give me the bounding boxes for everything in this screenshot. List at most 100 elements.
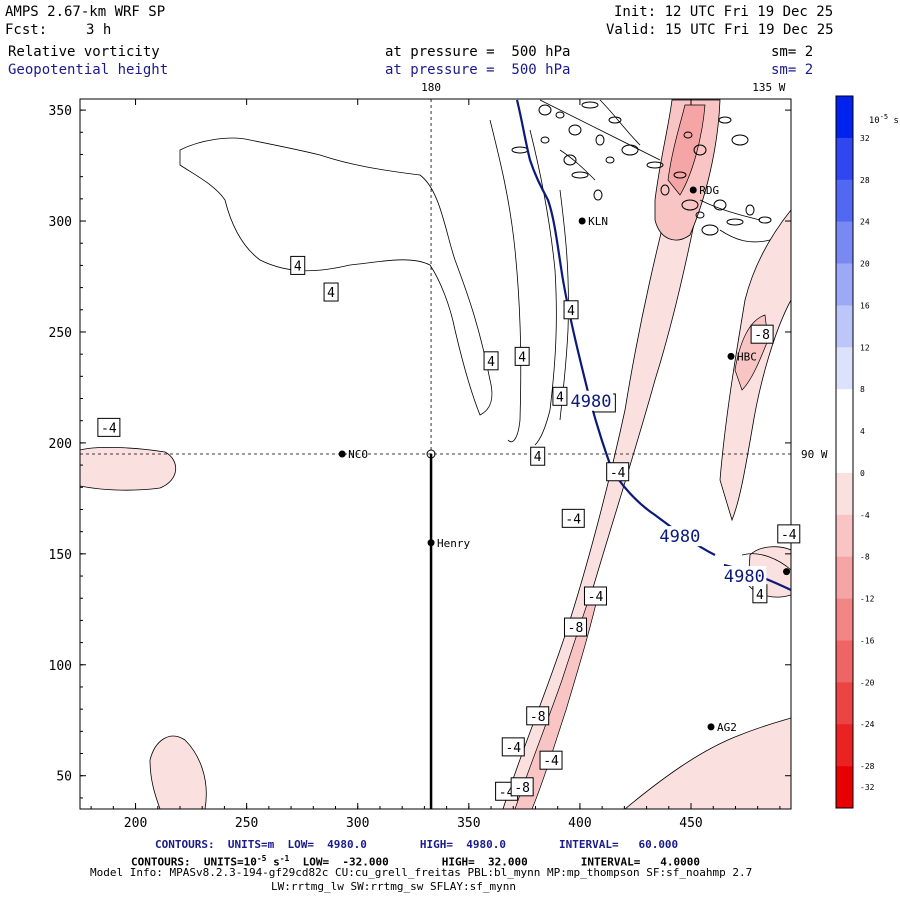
axes: 200 250 300 350 400 450 50 100 150 200 250 300 350 18…	[49, 81, 828, 831]
station-label: RDG	[699, 184, 719, 197]
colorbar-swatch	[836, 598, 853, 641]
init-time: Init: 12 UTC Fri 19 Dec 25	[614, 4, 834, 20]
x-tick-label: 200	[124, 816, 147, 831]
vorticity-ring-12	[695, 211, 705, 219]
positive-vorticity-contour	[179, 137, 493, 416]
vorticity-ring-18	[683, 131, 693, 139]
colorbar-swatch	[836, 640, 853, 683]
vorticity-ring-2	[581, 101, 599, 109]
west-neg-patch	[80, 446, 177, 491]
vorticity-ring-13	[713, 199, 727, 211]
contour-label: 4	[487, 355, 495, 370]
height-label-bg	[569, 390, 614, 411]
vorticity-ring-15	[745, 204, 755, 216]
colorbar-swatch	[836, 472, 853, 516]
contour-label-box	[563, 300, 579, 320]
right-axis-label: 90 W	[801, 448, 828, 461]
contour-label: -4	[565, 512, 581, 527]
vorticity-ring-7	[563, 154, 577, 166]
contour-label-box	[290, 255, 306, 275]
height-contour-label: 4980	[659, 527, 700, 547]
east-small-contour	[741, 553, 791, 571]
station-label: Henry	[437, 537, 470, 550]
colorbar-swatch	[836, 514, 853, 558]
colorbar-tick-label: -20	[860, 678, 875, 687]
vorticity-ring-21	[593, 189, 603, 201]
vorticity-ring-0	[555, 111, 565, 119]
station-dot	[338, 450, 346, 458]
contour-label: -8	[568, 621, 584, 636]
field2-smoothing: sm= 2	[771, 62, 814, 78]
vorticity-ring-23	[731, 134, 749, 146]
contour-label: 4	[556, 390, 564, 405]
contour-label: -4	[505, 741, 521, 756]
colorbar-tick-label: 8	[860, 385, 865, 394]
colorbar-swatch	[836, 263, 853, 306]
southeast-neg-region	[624, 717, 791, 809]
colorbar-tick-label: -12	[860, 595, 875, 604]
forecast-value: 3 h	[86, 22, 112, 38]
vorticity-ring-4	[608, 116, 622, 124]
colorbar-tick-label: -16	[860, 636, 875, 645]
colorbar-swatch	[836, 137, 853, 181]
colorbar-tick-label: 4	[860, 427, 865, 436]
contour-label: -4	[610, 466, 626, 481]
contour-label: -4	[543, 754, 559, 769]
vorticity-ring-10	[673, 171, 687, 179]
field2-level: at pressure = 500 hPa	[385, 62, 571, 78]
vorticity-ring-19	[693, 144, 707, 156]
colorbar-tick-label: 24	[860, 218, 870, 227]
contour-label-box	[583, 586, 607, 606]
station-markers: KLN RDG HBC NCO Henry AG2	[338, 184, 791, 734]
contour-label: -4	[781, 528, 797, 543]
colorbar: 32 28 24 20 16 12 8 4 0 -4 -8 -12 -16 -20 -24 -28 -32	[835, 95, 875, 809]
vorticity-ring-11	[681, 199, 699, 211]
height-label-bg	[657, 526, 702, 547]
model-info-radiation: LW:rrtmg_lw SW:rrtmg_sw SFLAY:sf_mynn	[271, 880, 517, 893]
field1-smoothing: sm= 2	[771, 44, 814, 60]
field1-name: Relative vorticity	[8, 44, 160, 60]
contour-label: -4	[101, 421, 117, 436]
station-dot	[578, 217, 586, 225]
colorbar-swatch	[836, 347, 853, 390]
colorbar-tick-label: -24	[860, 720, 875, 729]
contour-label: -8	[530, 710, 546, 725]
field1-level: at pressure = 500 hPa	[385, 44, 571, 60]
vorticity-ring-6	[540, 136, 550, 144]
contour-label-box	[530, 446, 546, 466]
forecast-label: Fcst:	[5, 22, 48, 38]
vorticity-ring-24	[605, 156, 615, 164]
contour-label: 4	[534, 450, 542, 465]
y-tick-label: 300	[49, 215, 72, 230]
contour-label-box	[514, 346, 530, 366]
top-axis-label: 135 W	[752, 81, 785, 94]
contour-label-box	[323, 282, 339, 302]
y-tick-label: 50	[56, 770, 72, 785]
contour-label: -4	[588, 590, 604, 605]
vorticity-ring-14	[726, 218, 744, 226]
colorbar-tick-label: -32	[860, 783, 875, 792]
contour-label-box	[606, 462, 630, 482]
height-contour-label: 4980	[724, 567, 765, 587]
colorbar-swatch	[836, 766, 853, 809]
contour-label-box	[563, 617, 587, 637]
contour-label: 4	[294, 259, 302, 274]
colorbar-swatch	[836, 179, 853, 222]
positive-vorticity-filament-1	[489, 119, 522, 443]
southwest-neg-patch	[149, 735, 207, 809]
colorbar-swatch	[836, 389, 853, 432]
positive-vorticity-filament-2	[529, 129, 557, 446]
y-tick-label: 250	[49, 326, 72, 341]
northeast-small-contours	[539, 99, 771, 243]
model-info: Model Info: MPASv8.2.3-194-gf29cd82c CU:…	[90, 866, 753, 879]
x-tick-label: 300	[346, 816, 369, 831]
contour-label: 4	[567, 304, 575, 319]
station-dot	[783, 568, 791, 576]
y-tick-label: 350	[49, 104, 72, 119]
x-tick-label: 450	[679, 816, 702, 831]
contour-label-box	[750, 324, 774, 344]
colorbar-tick-label: 12	[860, 343, 870, 352]
height-contour-info: CONTOURS: UNITS=m LOW= 4980.0 HIGH= 4980…	[155, 838, 679, 851]
contour-label-box	[539, 750, 563, 770]
station-label: HBC	[737, 350, 757, 363]
